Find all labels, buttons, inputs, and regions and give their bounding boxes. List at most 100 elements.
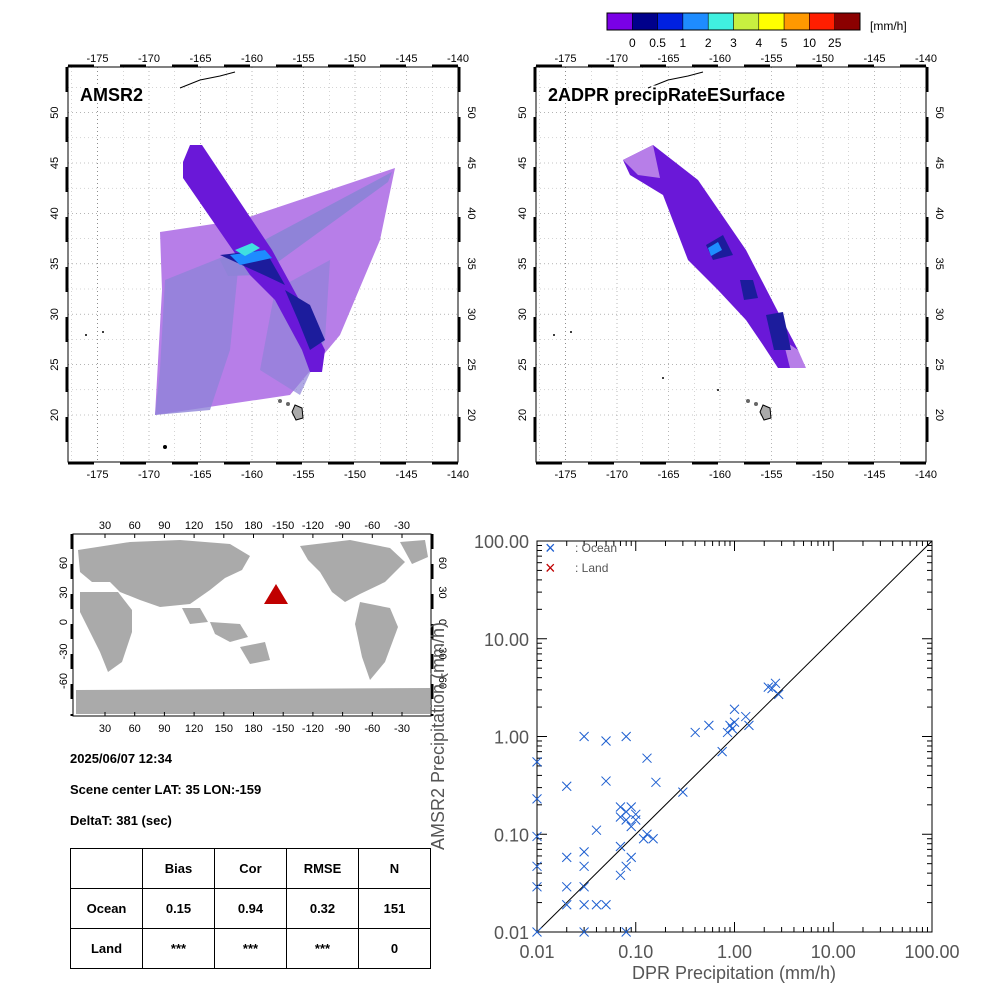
colorbar-swatch bbox=[707, 12, 734, 31]
data-point bbox=[579, 861, 589, 872]
colorbar-swatch bbox=[758, 12, 785, 31]
data-point bbox=[621, 815, 632, 825]
data-point bbox=[532, 794, 542, 804]
lat-tick-label-left: 45 bbox=[49, 157, 61, 169]
globe-lat-tick-right: -60 bbox=[436, 673, 448, 689]
data-point bbox=[651, 777, 661, 788]
lon-tick-label-bottom: -150 bbox=[344, 469, 366, 481]
data-point bbox=[561, 899, 572, 910]
one-to-one-line bbox=[536, 540, 933, 933]
legend-ocean-label: : Ocean bbox=[575, 541, 617, 555]
globe-lon-tick-top: -60 bbox=[364, 520, 380, 532]
y-axis-label: AMSR2 Precipitation (mm/h) bbox=[428, 622, 448, 850]
colorbar-label: 2 bbox=[705, 36, 712, 50]
data-point bbox=[615, 802, 626, 812]
colorbar: 0 0.5 1 2 3 4 5 10 25 [mm/h] bbox=[606, 12, 907, 50]
scatter-plot: 0.010.01 0.10 0.10 1.00 1.00 10.00 10.00 100.00… bbox=[428, 532, 960, 983]
globe-lat-tick-left: -30 bbox=[58, 644, 70, 660]
data-point bbox=[638, 833, 649, 844]
stats-header-cell bbox=[70, 848, 143, 889]
data-point bbox=[621, 927, 632, 937]
colorbar-swatch bbox=[809, 12, 835, 31]
data-point bbox=[648, 833, 658, 844]
stats-row-ocean: Ocean 0.15 0.94 0.32 151 bbox=[70, 888, 431, 929]
lon-tick-label-top: -165 bbox=[657, 53, 679, 65]
lat-tick-label-right: 25 bbox=[933, 358, 945, 370]
map-frame bbox=[535, 66, 927, 463]
data-point bbox=[770, 678, 781, 689]
x-tick-label: 1.00 bbox=[717, 942, 752, 962]
stats-header-cell: RMSE bbox=[286, 848, 359, 889]
stats-row-land: Land *** *** *** 0 bbox=[70, 928, 431, 969]
scene-info: 2025/06/07 12:34 Scene center LAT: 35 LO… bbox=[70, 748, 470, 841]
axis-ticks: 0.010.01 0.10 0.10 1.00 1.00 10.00 10.00 100.00… bbox=[474, 532, 960, 962]
dpr-swath bbox=[623, 145, 806, 368]
global-locator-map: 30 60 90 120 150 180 -150 -120 -90 -60 -30 30 60 90 12… bbox=[58, 520, 448, 735]
data-point bbox=[601, 899, 611, 910]
data-point bbox=[561, 881, 572, 892]
data-point bbox=[630, 815, 641, 825]
lon-tick-label-top: -140 bbox=[915, 53, 937, 65]
stats-cell: 0.94 bbox=[214, 888, 287, 929]
amsr2-map-panel: -175 -175 -170 -170 -165 -165 -160 -160 -155 -155… bbox=[49, 53, 477, 481]
lon-tick-label-top: -150 bbox=[344, 53, 366, 65]
x-tick-label: 0.01 bbox=[519, 942, 554, 962]
x-axis-label: DPR Precipitation (mm/h) bbox=[632, 963, 836, 983]
data-point bbox=[722, 727, 733, 738]
y-tick-label: 100.00 bbox=[474, 532, 529, 552]
lat-tick-label-right: 45 bbox=[465, 157, 477, 169]
delta-t: DeltaT: 381 (sec) bbox=[70, 813, 172, 828]
colorbar-swatch bbox=[733, 12, 760, 31]
scene-datetime: 2025/06/07 12:34 bbox=[70, 751, 172, 766]
globe-lon-tick-top: 120 bbox=[185, 520, 203, 532]
colorbar-label: 4 bbox=[755, 36, 762, 50]
lat-tick-label-left: 35 bbox=[517, 258, 529, 270]
globe-lon-tick-top: -30 bbox=[394, 520, 410, 532]
lon-tick-label-bottom: -170 bbox=[138, 469, 160, 481]
map-frame bbox=[67, 66, 459, 463]
data-point bbox=[579, 927, 589, 937]
coastline bbox=[553, 71, 772, 421]
amsr2-swath bbox=[155, 145, 395, 415]
globe-lon-tick-top: 180 bbox=[244, 520, 262, 532]
globe-lat-tick-right: 30 bbox=[436, 586, 448, 598]
lon-tick-label-bottom: -165 bbox=[189, 469, 211, 481]
data-point bbox=[532, 831, 542, 842]
lon-tick-label-bottom: -145 bbox=[863, 469, 885, 481]
lat-tick-label-right: 50 bbox=[465, 106, 477, 118]
data-point bbox=[773, 689, 784, 700]
lat-tick-label-right: 30 bbox=[465, 308, 477, 320]
globe-lon-tick-bottom: -120 bbox=[302, 723, 324, 735]
data-point bbox=[591, 825, 602, 836]
lon-tick-label-bottom: -175 bbox=[554, 469, 576, 481]
lon-tick-label-bottom: -160 bbox=[709, 469, 731, 481]
dpr-title: 2ADPR precipRateESurface bbox=[548, 85, 785, 105]
data-point bbox=[561, 852, 572, 863]
lon-tick-label-top: -155 bbox=[760, 53, 782, 65]
globe-lat-tick-left: 30 bbox=[58, 586, 70, 598]
lon-tick-label-bottom: -155 bbox=[760, 469, 782, 481]
colorbar-label: 25 bbox=[828, 36, 842, 50]
colorbar-swatch bbox=[682, 12, 709, 31]
lon-tick-label-top: -175 bbox=[86, 53, 108, 65]
lat-tick-label-right: 20 bbox=[465, 409, 477, 421]
globe-lat-tick-right: 0 bbox=[436, 619, 448, 625]
data-point bbox=[532, 927, 542, 937]
data-point bbox=[642, 753, 652, 764]
colorbar-label: 5 bbox=[781, 36, 788, 50]
lon-tick-label-bottom: -140 bbox=[915, 469, 937, 481]
data-point bbox=[591, 899, 602, 910]
data-point bbox=[561, 781, 572, 792]
stats-cell: *** bbox=[142, 928, 215, 969]
lat-tick-label-right: 35 bbox=[465, 258, 477, 270]
lat-tick-label-left: 40 bbox=[517, 207, 529, 219]
globe-lon-tick-bottom: 30 bbox=[99, 723, 111, 735]
data-point bbox=[642, 829, 652, 840]
lat-tick-label-right: 25 bbox=[465, 358, 477, 370]
lon-tick-label-top: -160 bbox=[709, 53, 731, 65]
globe-lat-tick-left: 60 bbox=[58, 557, 70, 569]
lon-tick-label-top: -170 bbox=[606, 53, 628, 65]
lon-tick-label-bottom: -160 bbox=[241, 469, 263, 481]
data-point bbox=[729, 717, 740, 728]
lon-tick-label-top: -170 bbox=[138, 53, 160, 65]
